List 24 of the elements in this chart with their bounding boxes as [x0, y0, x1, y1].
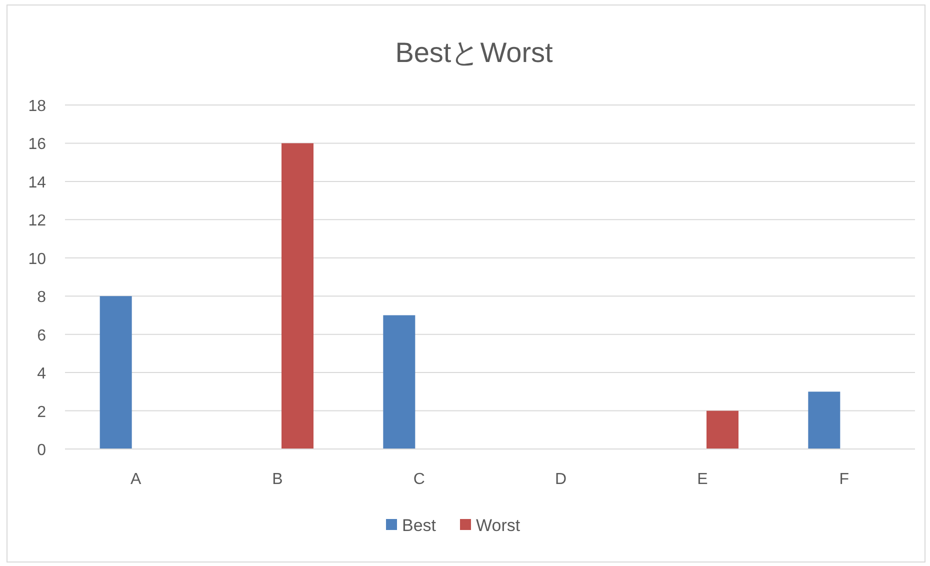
legend-label: Best [402, 516, 436, 535]
y-tick-label: 10 [28, 250, 46, 268]
bar [383, 315, 416, 449]
x-tick-label: D [555, 471, 567, 488]
bar [282, 143, 314, 449]
x-tick-label: B [272, 471, 283, 488]
bar [706, 410, 738, 449]
x-tick-label: F [839, 471, 850, 488]
y-tick-label: 18 [28, 98, 46, 115]
legend-label: Worst [476, 516, 520, 535]
chart-title: BestとWorst [395, 37, 554, 68]
y-tick-label: 16 [28, 136, 46, 154]
y-tick-label: 8 [37, 289, 46, 306]
y-tick-label: 6 [37, 327, 46, 344]
y-tick-label: 0 [37, 442, 46, 459]
bar [100, 296, 132, 449]
x-tick-label: A [130, 471, 142, 488]
bar [808, 392, 840, 449]
x-tick-label: E [697, 471, 708, 488]
y-tick-label: 2 [37, 404, 46, 421]
y-tick-label: 14 [28, 174, 46, 192]
y-tick-label: 4 [37, 366, 46, 383]
x-tick-label: C [413, 471, 425, 488]
y-tick-label: 12 [28, 212, 46, 230]
